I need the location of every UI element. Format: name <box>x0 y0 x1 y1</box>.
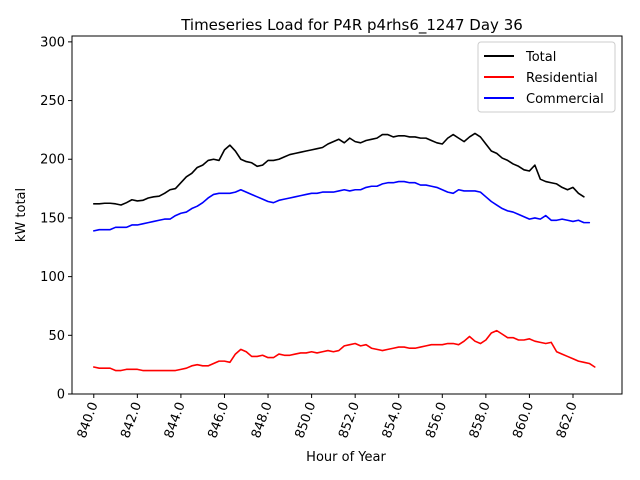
series-line-commercial <box>92 180 591 232</box>
x-axis-label: Hour of Year <box>306 450 386 465</box>
legend-label-total: Total <box>525 50 556 65</box>
legend-label-residential: Residential <box>526 71 598 86</box>
legend-label-commercial: Commercial <box>526 92 604 107</box>
series-layer <box>92 132 596 372</box>
legend: Total Residential Commercial <box>477 41 616 113</box>
chart-title: Timeseries Load for P4R p4rhs6_1247 Day … <box>180 16 523 35</box>
y-tick-label: 200 <box>40 153 65 168</box>
y-tick-label: 300 <box>40 35 65 50</box>
y-tick-label: 100 <box>40 270 65 285</box>
series-line-residential <box>92 329 596 372</box>
y-tick-label: 0 <box>57 388 65 403</box>
y-tick-label: 150 <box>40 211 65 226</box>
legend-box <box>477 41 616 113</box>
y-tick-label: 250 <box>40 94 65 109</box>
series-line-total <box>92 132 585 206</box>
plot-frame <box>71 35 623 395</box>
y-axis-label: kW total <box>14 188 29 242</box>
y-tick-label: 50 <box>48 329 65 344</box>
y-axis-ticks: 0 50 100 150 200 250 300 <box>40 35 72 403</box>
